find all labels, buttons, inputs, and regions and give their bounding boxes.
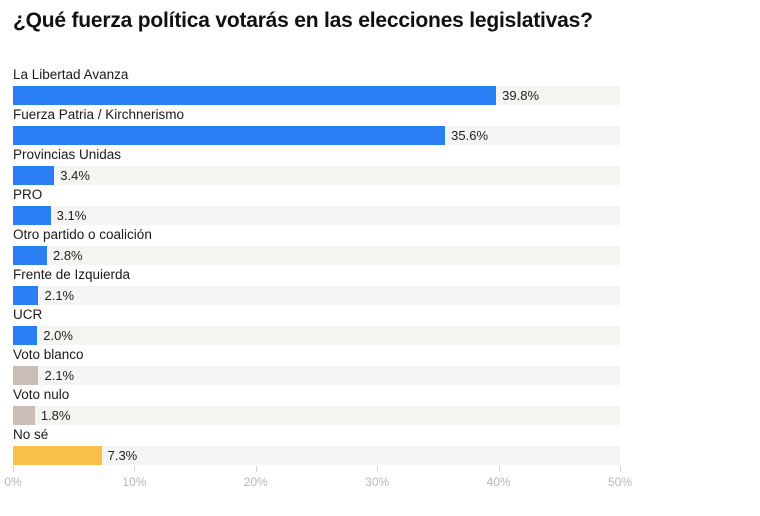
bar-category-label: PRO <box>13 187 43 202</box>
bar-row: Provincias Unidas 3.4% <box>0 146 760 186</box>
bar-row: Voto blanco 2.1% <box>0 346 760 386</box>
bar-track <box>13 166 620 185</box>
x-axis-tick-mark <box>377 466 379 472</box>
bar-fill[interactable] <box>13 326 38 345</box>
x-axis-tick-mark <box>13 466 14 472</box>
bar-fill[interactable] <box>13 446 102 465</box>
bar-value-label: 3.4% <box>60 168 90 183</box>
bar-track <box>13 286 620 305</box>
x-axis-tick-label: 50% <box>607 475 633 489</box>
bar-category-label: UCR <box>13 307 43 322</box>
x-axis-tick-label: 20% <box>243 475 268 489</box>
bar-category-label: Voto nulo <box>13 387 70 402</box>
bar-fill[interactable] <box>13 86 497 105</box>
x-axis-tick-mark <box>620 466 621 472</box>
bar-row: Frente de Izquierda 2.1% <box>0 266 760 306</box>
bar-value-label: 7.3% <box>107 448 138 463</box>
bar-value-label: 2.8% <box>52 248 83 263</box>
chart-title: ¿Qué fuerza política votarás en las elec… <box>13 9 593 32</box>
bar-fill[interactable] <box>13 366 39 385</box>
bar-fill[interactable] <box>13 246 47 265</box>
bar-row: UCR 2.0% <box>0 306 760 346</box>
bar-value-label: 39.8% <box>502 88 540 103</box>
bar-value-label: 2.1% <box>44 288 75 303</box>
plot-area: La Libertad Avanza 39.8% Fuerza Patria / K… <box>0 66 760 466</box>
bar-category-label: Frente de Izquierda <box>13 267 131 282</box>
bar-row: La Libertad Avanza 39.8% <box>0 66 760 106</box>
bar-category-label: Voto blanco <box>13 347 84 362</box>
x-axis-tick-label: 40% <box>486 475 511 489</box>
x-axis-tick-mark <box>498 466 500 472</box>
bar-row: Fuerza Patria / Kirchnerismo 35.6% <box>0 106 760 146</box>
bar-fill[interactable] <box>13 206 51 225</box>
bar-track <box>13 406 620 425</box>
bar-row: No sé 7.3% <box>0 426 760 466</box>
bar-track <box>13 246 620 265</box>
x-axis-tick-label: 30% <box>365 475 390 489</box>
x-axis-tick-mark <box>255 466 257 472</box>
x-axis-tick-label: 10% <box>122 475 147 489</box>
bar-row: Voto nulo 1.8% <box>0 386 760 426</box>
bar-value-label: 35.6% <box>451 128 489 143</box>
bar-track <box>13 326 620 345</box>
bar-fill[interactable] <box>13 166 55 185</box>
bar-track <box>13 446 620 465</box>
bar-row: Otro partido o coalición 2.8% <box>0 226 760 266</box>
bar-fill[interactable] <box>13 286 39 305</box>
bar-track <box>13 126 620 145</box>
bar-track <box>13 366 620 385</box>
bar-value-label: 2.1% <box>44 368 75 383</box>
bar-value-label: 3.1% <box>56 208 87 223</box>
bar-row: PRO 3.1% <box>0 186 760 226</box>
bar-track <box>13 86 620 105</box>
x-axis-tick-label: 0% <box>4 475 22 489</box>
bar-category-label: No sé <box>13 427 49 442</box>
bar-track <box>13 206 620 225</box>
bar-value-label: 2.0% <box>43 328 73 343</box>
bar-value-label: 1.8% <box>40 408 71 423</box>
bar-category-label: Otro partido o coalición <box>13 227 152 242</box>
x-axis: 0% 10% 20% 30% 40% 50% <box>0 466 760 516</box>
bar-category-label: La Libertad Avanza <box>13 67 129 82</box>
bar-fill[interactable] <box>13 126 446 145</box>
bar-fill[interactable] <box>13 406 35 425</box>
x-axis-tick-mark <box>134 466 136 472</box>
bar-category-label: Provincias Unidas <box>13 147 122 162</box>
bar-category-label: Fuerza Patria / Kirchnerismo <box>13 107 185 122</box>
